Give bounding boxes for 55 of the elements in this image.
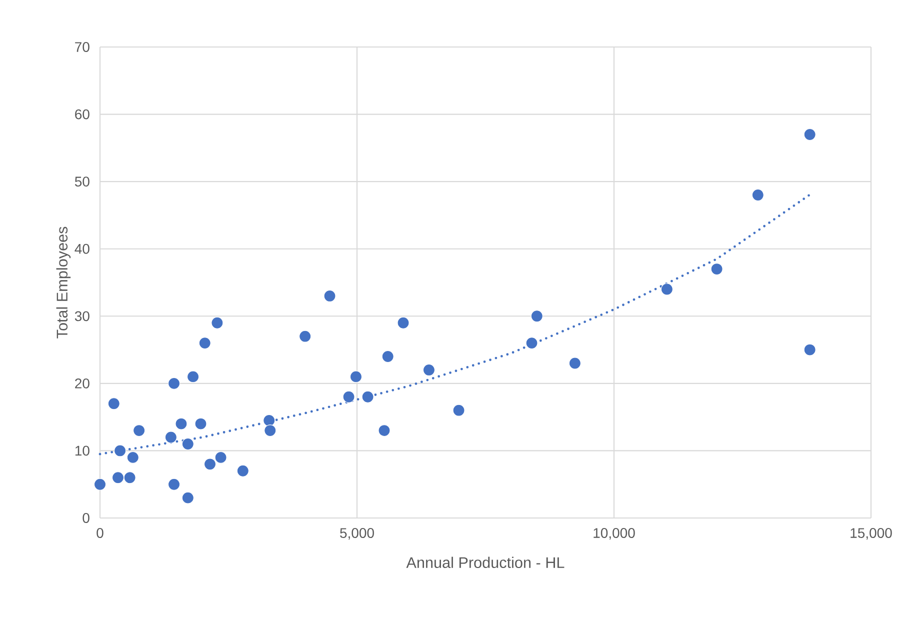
y-tick-label: 0 xyxy=(82,513,90,523)
point xyxy=(342,390,355,403)
y-tick-label: 60 xyxy=(75,109,90,120)
point xyxy=(194,418,207,430)
point xyxy=(530,310,543,322)
x-tick-label: 0 xyxy=(96,528,104,538)
point xyxy=(112,472,124,484)
point xyxy=(324,290,336,302)
point xyxy=(350,370,362,383)
point xyxy=(133,424,146,437)
point xyxy=(804,128,816,140)
point xyxy=(804,344,816,356)
point xyxy=(182,438,194,450)
point xyxy=(568,357,581,370)
point xyxy=(214,451,227,464)
point xyxy=(452,404,465,416)
point xyxy=(164,431,177,444)
point xyxy=(182,492,194,504)
point xyxy=(204,458,216,470)
point xyxy=(378,424,390,437)
y-tick-label: 70 xyxy=(75,42,90,52)
point xyxy=(263,414,276,426)
point xyxy=(752,189,764,202)
point xyxy=(264,424,276,437)
point xyxy=(397,316,410,329)
point xyxy=(198,337,211,350)
y-tick-label: 10 xyxy=(75,446,90,456)
x-tick-label: 5,000 xyxy=(340,528,374,540)
y-axis-title: Total Employees xyxy=(56,226,71,338)
point xyxy=(124,472,136,484)
point xyxy=(114,444,126,457)
point xyxy=(187,370,200,383)
y-tick-label: 20 xyxy=(75,378,90,388)
point xyxy=(126,451,139,464)
point xyxy=(382,350,394,363)
point xyxy=(526,337,538,350)
point xyxy=(299,330,312,342)
point xyxy=(168,478,180,490)
y-tick-label: 50 xyxy=(74,176,90,187)
point xyxy=(168,377,180,390)
y-tick-label: 40 xyxy=(74,244,90,254)
point xyxy=(94,478,106,490)
x-tick-label: 10,000 xyxy=(594,528,635,540)
x-axis-title: Annual Production - HL xyxy=(406,556,564,568)
point xyxy=(422,364,435,376)
point xyxy=(660,283,673,296)
point xyxy=(211,316,224,329)
point xyxy=(236,464,249,477)
point xyxy=(175,418,188,430)
x-tick-label: 15,000 xyxy=(850,528,892,540)
point xyxy=(710,263,723,276)
point xyxy=(108,398,120,410)
point xyxy=(362,390,374,403)
y-tick-label: 30 xyxy=(74,311,90,322)
line-series xyxy=(98,194,811,456)
